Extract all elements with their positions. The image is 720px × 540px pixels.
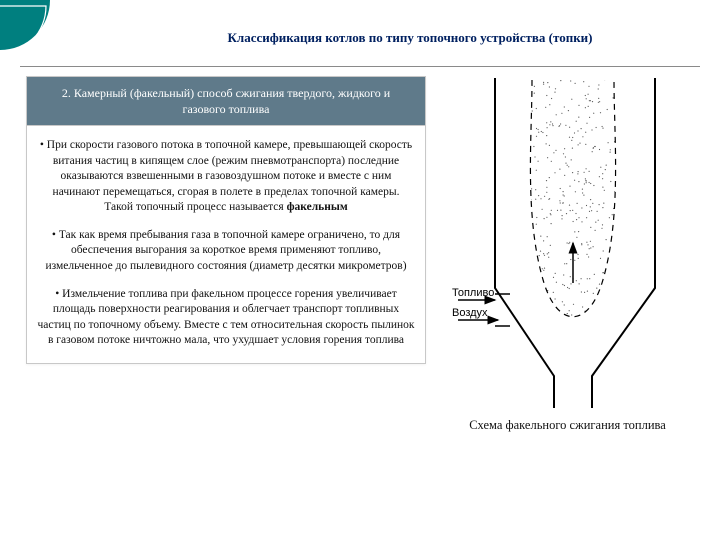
- title-divider: [20, 66, 700, 67]
- combustion-scheme-svg: Топливо Воздух: [450, 78, 685, 408]
- combustion-scheme-figure: Топливо Воздух: [450, 78, 685, 408]
- svg-text:Топливо: Топливо: [452, 287, 494, 299]
- card-bullet: • При скорости газового потока в топочно…: [37, 138, 415, 216]
- card-bullet: • Так как время пребывания газа в топочн…: [37, 228, 415, 275]
- svg-text:Воздух: Воздух: [452, 307, 488, 319]
- card-header: 2. Камерный (факельный) способ сжигания …: [27, 77, 425, 126]
- figure-caption: Схема факельного сжигания топлива: [450, 418, 685, 433]
- card-body: • При скорости газового потока в топочно…: [27, 126, 425, 362]
- info-card: 2. Камерный (факельный) способ сжигания …: [26, 76, 426, 364]
- card-bullet: • Измельчение топлива при факельном проц…: [37, 287, 415, 349]
- page-title: Классификация котлов по типу топочного у…: [140, 30, 680, 46]
